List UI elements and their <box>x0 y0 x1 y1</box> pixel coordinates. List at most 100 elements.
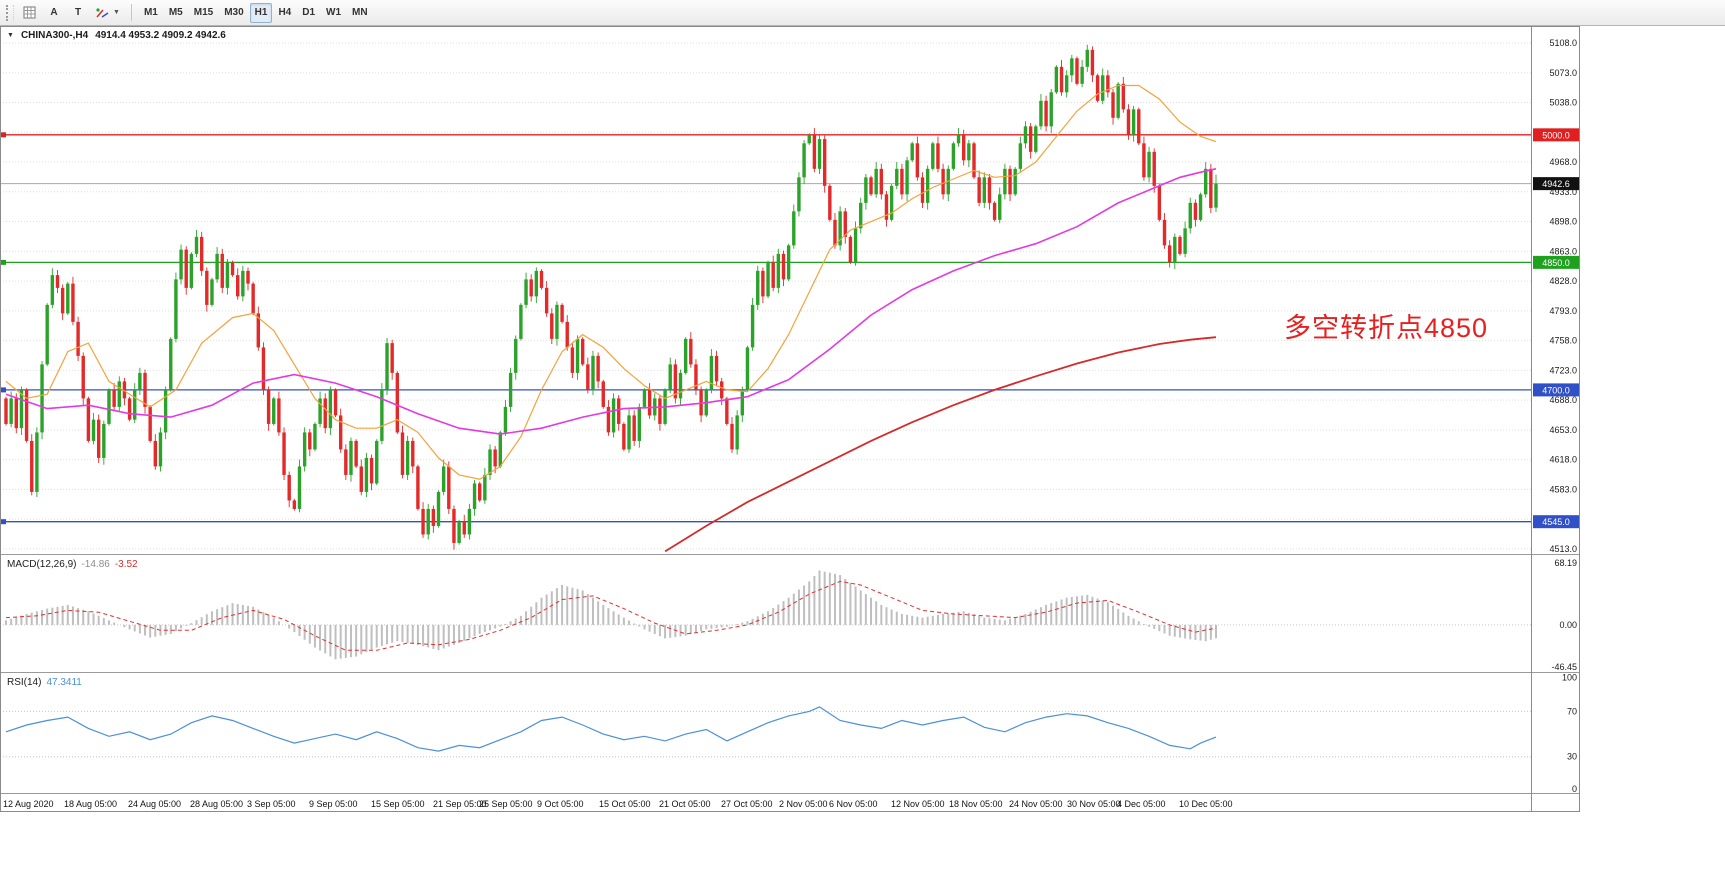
macd-indicator-name: MACD(12,26,9) <box>7 559 77 570</box>
candle <box>452 505 456 550</box>
candle <box>637 403 642 448</box>
candle <box>776 248 781 293</box>
candle <box>71 276 75 326</box>
candle <box>853 221 858 266</box>
time-axis-label: 21 Sep 05:00 <box>433 799 487 809</box>
chart-canvas[interactable]: 5000.0 4850.0 4700.0 4545.0 4942.6 5108.0 5073… <box>0 26 1725 895</box>
timeframe-button-m5[interactable]: M5 <box>164 3 188 23</box>
candle <box>163 386 168 440</box>
candle <box>256 306 260 351</box>
current-price-badge: 4942.6 <box>1533 177 1579 191</box>
timeframe-button-mn[interactable]: MN <box>347 3 373 23</box>
candle <box>297 459 302 513</box>
grid-icon-button[interactable] <box>19 3 41 23</box>
candle <box>86 396 91 443</box>
horizontal-line-4545.0[interactable]: 4545.0 <box>0 515 1579 529</box>
price-line-badge-label: 5000.0 <box>1542 130 1570 140</box>
time-axis-label: 4 Dec 05:00 <box>1117 799 1166 809</box>
horizontal-line-4700.0[interactable]: 4700.0 <box>0 383 1579 397</box>
rsi-indicator-name: RSI(14) <box>7 677 42 688</box>
candle <box>1178 235 1182 256</box>
candle <box>544 281 549 317</box>
timeframe-button-w1[interactable]: W1 <box>321 3 346 23</box>
current-price-label: 4942.6 <box>1542 179 1570 189</box>
time-axis-label: 24 Nov 05:00 <box>1009 799 1063 809</box>
timeframe-button-m1[interactable]: M1 <box>139 3 163 23</box>
timeframe-button-h4[interactable]: H4 <box>273 3 296 23</box>
candle <box>313 422 317 452</box>
candle <box>503 400 508 436</box>
macd-axis-label: -46.45 <box>1551 662 1577 672</box>
horizontal-line-4850.0[interactable]: 4850.0 <box>0 255 1579 269</box>
candle <box>555 301 559 346</box>
price-axis-label: 4828.0 <box>1549 276 1577 286</box>
macd-main-value: -14.86 <box>81 559 110 570</box>
candle <box>4 396 8 426</box>
candle <box>714 350 719 387</box>
time-axis-label: 3 Sep 05:00 <box>247 799 296 809</box>
price-line-badge <box>1533 255 1579 269</box>
candle <box>1209 163 1213 214</box>
text-label-button[interactable]: T <box>67 3 89 23</box>
rsi-header: RSI(14) 47.3411 <box>7 677 82 688</box>
candle <box>812 128 817 173</box>
candle <box>1059 60 1064 96</box>
candle <box>302 427 307 472</box>
candle <box>1028 122 1033 159</box>
candle <box>493 446 497 474</box>
candle <box>318 391 322 428</box>
candle <box>925 165 930 210</box>
candle <box>884 190 889 227</box>
timeframe-button-d1[interactable]: D1 <box>297 3 320 23</box>
collapse-triangle-icon[interactable]: ▼ <box>7 32 14 39</box>
time-axis-label: 9 Sep 05:00 <box>309 799 358 809</box>
candle <box>668 357 672 394</box>
macd-histogram <box>5 570 1217 660</box>
toolbar-grip[interactable] <box>6 4 14 21</box>
candle <box>745 345 750 392</box>
candle <box>102 420 106 465</box>
candle <box>488 444 492 481</box>
candle <box>431 505 436 533</box>
candle <box>323 393 327 434</box>
price-line-badge-label: 4545.0 <box>1542 517 1570 527</box>
candle <box>519 303 523 341</box>
candle <box>1147 146 1151 183</box>
timeframe-button-h1[interactable]: H1 <box>249 2 273 23</box>
candle <box>642 388 647 409</box>
timeframe-button-m15[interactable]: M15 <box>189 3 218 23</box>
candle <box>622 422 626 452</box>
time-axis-label: 15 Sep 05:00 <box>371 799 425 809</box>
candle <box>910 141 914 163</box>
candle <box>977 170 981 207</box>
candle <box>1034 124 1038 154</box>
horizontal-line-5000.0[interactable]: 5000.0 <box>0 128 1579 142</box>
candle <box>889 184 894 222</box>
candle <box>153 434 158 470</box>
candle <box>148 405 152 443</box>
candle <box>30 434 34 496</box>
chart-annotation-text[interactable]: 多空转折点4850 <box>1284 313 1489 343</box>
candle <box>550 308 554 344</box>
candle <box>333 388 338 418</box>
candle <box>828 184 832 222</box>
candle <box>179 244 183 285</box>
candle <box>1131 105 1136 142</box>
chart-window-border <box>0 26 1580 812</box>
price-axis-label: 5108.0 <box>1549 38 1577 48</box>
candle <box>133 383 137 424</box>
candle <box>1121 77 1126 113</box>
candle <box>1064 70 1069 98</box>
candle <box>822 135 827 193</box>
candle <box>287 471 291 508</box>
timeframe-button-m30[interactable]: M30 <box>219 3 248 23</box>
candle <box>261 342 266 396</box>
toolbar-separator <box>130 4 132 21</box>
ma-fast-line <box>5 84 1217 480</box>
price-axis-label: 4618.0 <box>1549 455 1577 465</box>
candle <box>251 281 255 316</box>
shapes-button[interactable]: ▼ <box>91 3 124 23</box>
candle <box>1090 46 1095 83</box>
chart-ohlc-values: 4914.4 4953.2 4909.2 4942.6 <box>95 30 226 41</box>
insert-text-button[interactable]: A <box>43 3 65 23</box>
